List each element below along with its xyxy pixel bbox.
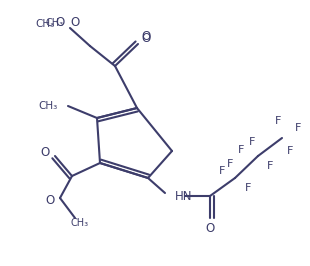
Text: CH₃: CH₃ xyxy=(71,218,89,228)
Text: F: F xyxy=(275,116,281,126)
Text: F: F xyxy=(238,145,244,155)
Text: O: O xyxy=(55,15,64,28)
Text: HN: HN xyxy=(175,189,193,202)
Text: F: F xyxy=(227,159,233,169)
Text: O: O xyxy=(141,30,151,43)
Text: F: F xyxy=(267,161,273,171)
Text: O: O xyxy=(45,194,55,207)
Text: F: F xyxy=(295,123,301,133)
Text: O: O xyxy=(70,16,80,30)
Text: O: O xyxy=(40,147,50,160)
Text: CH₃: CH₃ xyxy=(46,18,64,28)
Text: F: F xyxy=(219,166,225,176)
Text: F: F xyxy=(249,137,255,147)
Text: F: F xyxy=(287,146,293,156)
Text: O: O xyxy=(205,222,215,235)
Text: O: O xyxy=(141,31,151,44)
Text: F: F xyxy=(245,183,251,193)
Text: CH₃: CH₃ xyxy=(39,101,58,111)
Text: CH₃: CH₃ xyxy=(36,19,55,29)
